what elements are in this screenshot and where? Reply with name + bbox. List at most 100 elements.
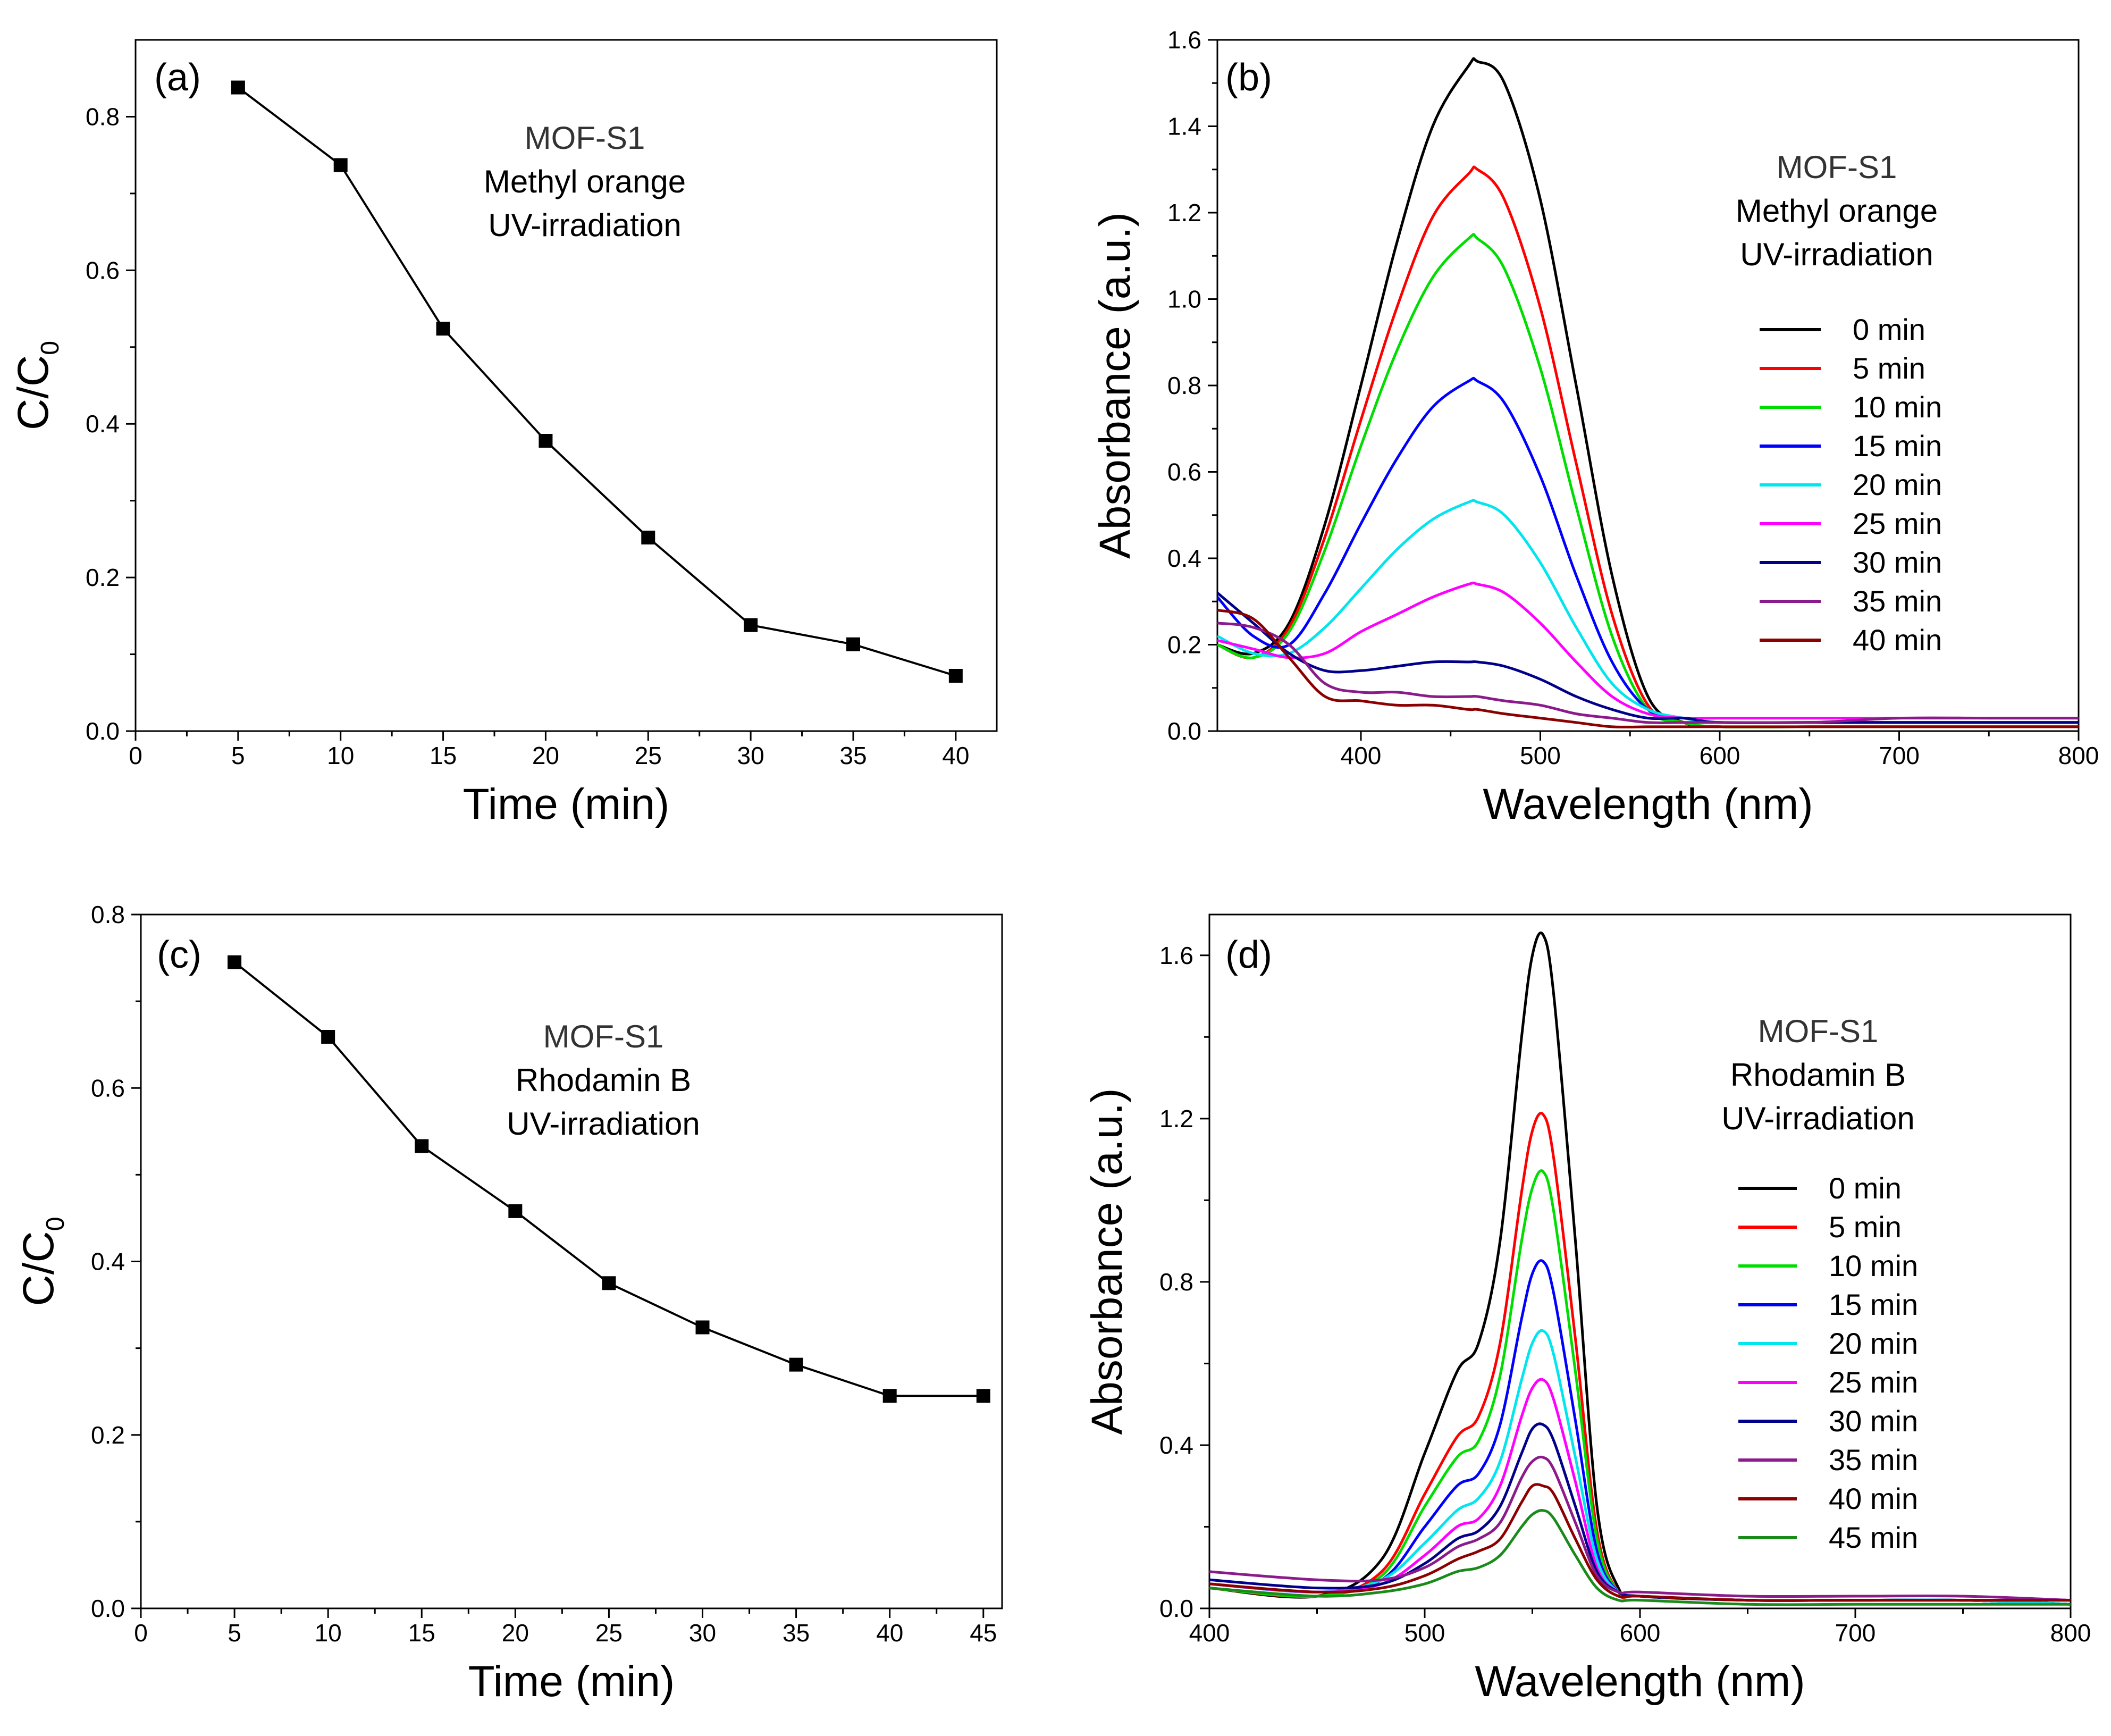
legend-label: 15 min — [1853, 429, 1942, 463]
series-line-30-min — [1217, 592, 2079, 724]
panel-d: 400 500 600 700 800 0.0 0.4 0.8 1.2 1.6 Wavelength… — [1083, 913, 2091, 1706]
x-tick-label: 35 — [783, 1619, 810, 1647]
y-tick-label: 0.0 — [91, 1595, 125, 1622]
data-point — [846, 637, 860, 651]
x-tick-label: 400 — [1341, 742, 1382, 769]
x-tick-label: 25 — [635, 742, 662, 769]
annotation-line: Rhodamin B — [1730, 1057, 1906, 1093]
panel-label: (c) — [157, 934, 201, 976]
x-tick-label: 40 — [876, 1619, 903, 1647]
series-line-0-min — [1209, 931, 2071, 1606]
x-tick-label: 10 — [315, 1619, 342, 1647]
x-axis-title: Time (min) — [468, 1657, 675, 1706]
x-axis-title: Time (min) — [463, 780, 670, 828]
legend-label: 15 min — [1829, 1288, 1918, 1321]
y-tick-label: 0.8 — [1159, 1268, 1193, 1296]
annotation-line: Methyl orange — [484, 164, 686, 199]
series-line-45-min — [1209, 1509, 2071, 1606]
series-line-20-min — [1209, 1329, 2071, 1606]
data-point — [744, 618, 758, 632]
data-point — [415, 1139, 429, 1153]
series-line-25-min — [1209, 1378, 2071, 1602]
y-tick-label: 1.6 — [1167, 26, 1201, 54]
series-line-0-min — [1217, 57, 2079, 728]
x-tick-label: 20 — [532, 742, 559, 769]
y-tick-label: 0.4 — [1159, 1431, 1193, 1459]
data-point — [508, 1204, 523, 1218]
y-tick-label: 1.0 — [1167, 286, 1201, 313]
annotation-line: UV-irradiation — [488, 207, 682, 243]
x-tick-label: 45 — [970, 1619, 997, 1647]
panel-a: 0 5 10 15 20 25 30 35 40 0.0 0.2 0.4 0.6 0.8 Time (min… — [9, 39, 998, 828]
annotation-line: MOF-S1 — [1777, 149, 1897, 185]
y-tick-label: 0.0 — [1167, 717, 1201, 745]
legend-label: 40 min — [1829, 1482, 1918, 1515]
annotation-line: MOF-S1 — [543, 1019, 664, 1054]
annotation-line: Rhodamin B — [516, 1062, 691, 1098]
legend-label: 25 min — [1829, 1365, 1918, 1399]
legend-label: 20 min — [1853, 468, 1942, 501]
annotation-line: UV-irradiation — [507, 1106, 700, 1142]
y-axis-title: C/C0 — [14, 1217, 70, 1306]
data-point — [695, 1320, 710, 1335]
legend-label: 0 min — [1853, 313, 1925, 346]
data-point — [228, 955, 242, 969]
panel-b: 400 500 600 700 800 0.0 0.2 0.4 0.6 0.8 1.0 1.2 1.4 1… — [1091, 26, 2099, 828]
y-tick-label: 0.2 — [1167, 631, 1201, 659]
y-axis-title: Absorbance (a.u.) — [1083, 1088, 1131, 1435]
y-tick-label: 0.8 — [91, 901, 125, 928]
y-tick-label: 1.2 — [1167, 199, 1201, 227]
y-axis-title: C/C0 — [9, 341, 64, 430]
x-tick-label: 400 — [1189, 1619, 1230, 1647]
legend-label: 20 min — [1829, 1327, 1918, 1360]
y-tick-label: 0.2 — [91, 1421, 125, 1449]
data-point — [602, 1276, 616, 1290]
panel-c: 0 5 10 15 20 25 30 35 40 45 0.0 0.2 0.4 0.6 0.8 Time (m… — [14, 901, 1003, 1706]
y-tick-label: 0.4 — [86, 410, 120, 438]
panel-label: (b) — [1225, 56, 1272, 99]
y-tick-label: 0.0 — [1159, 1595, 1193, 1622]
x-tick-label: 20 — [502, 1619, 529, 1647]
legend-label: 0 min — [1829, 1171, 1902, 1205]
x-tick-label: 25 — [595, 1619, 623, 1647]
x-tick-label: 700 — [1879, 742, 1920, 769]
data-point — [539, 434, 553, 448]
y-tick-label: 0.8 — [86, 103, 120, 130]
series-line-35-min — [1217, 622, 2079, 724]
y-tick-label: 1.4 — [1167, 113, 1201, 140]
series-line-35-min — [1209, 1455, 2071, 1602]
legend-label: 5 min — [1829, 1210, 1902, 1244]
data-point — [976, 1389, 990, 1403]
legend-label: 5 min — [1853, 351, 1925, 385]
y-tick-label: 1.6 — [1159, 942, 1193, 969]
x-tick-label: 800 — [2058, 742, 2099, 769]
legend-label: 35 min — [1829, 1443, 1918, 1477]
legend-label: 40 min — [1853, 623, 1942, 657]
legend-label: 30 min — [1829, 1404, 1918, 1438]
plot-frame — [134, 39, 998, 732]
y-axis-title: Absorbance (a.u.) — [1091, 212, 1139, 559]
y-axis-title-subscript: 0 — [41, 1217, 70, 1231]
y-tick-label: 0.8 — [1167, 372, 1201, 399]
plot-frame — [1216, 39, 2080, 732]
series-line-5-min — [1209, 1112, 2071, 1606]
series-line-30-min — [1209, 1422, 2071, 1602]
x-tick-label: 0 — [134, 1619, 148, 1647]
panel-label: (a) — [154, 56, 201, 99]
x-axis-title: Wavelength (nm) — [1475, 1657, 1805, 1706]
data-point — [333, 158, 348, 172]
x-tick-label: 500 — [1404, 1619, 1445, 1647]
data-point — [436, 322, 450, 336]
y-tick-label: 0.6 — [91, 1074, 125, 1102]
legend-label: 35 min — [1853, 584, 1942, 618]
series-line-40-min — [1209, 1483, 2071, 1602]
series-line-10-min — [1209, 1169, 2071, 1606]
x-tick-label: 800 — [2050, 1619, 2091, 1647]
x-tick-label: 700 — [1835, 1619, 1876, 1647]
x-tick-label: 600 — [1620, 1619, 1661, 1647]
series-line-10-min — [1217, 233, 2079, 728]
y-axis-title-main: C/C — [9, 355, 57, 430]
x-axis-title: Wavelength (nm) — [1483, 780, 1813, 828]
x-tick-label: 10 — [327, 742, 354, 769]
